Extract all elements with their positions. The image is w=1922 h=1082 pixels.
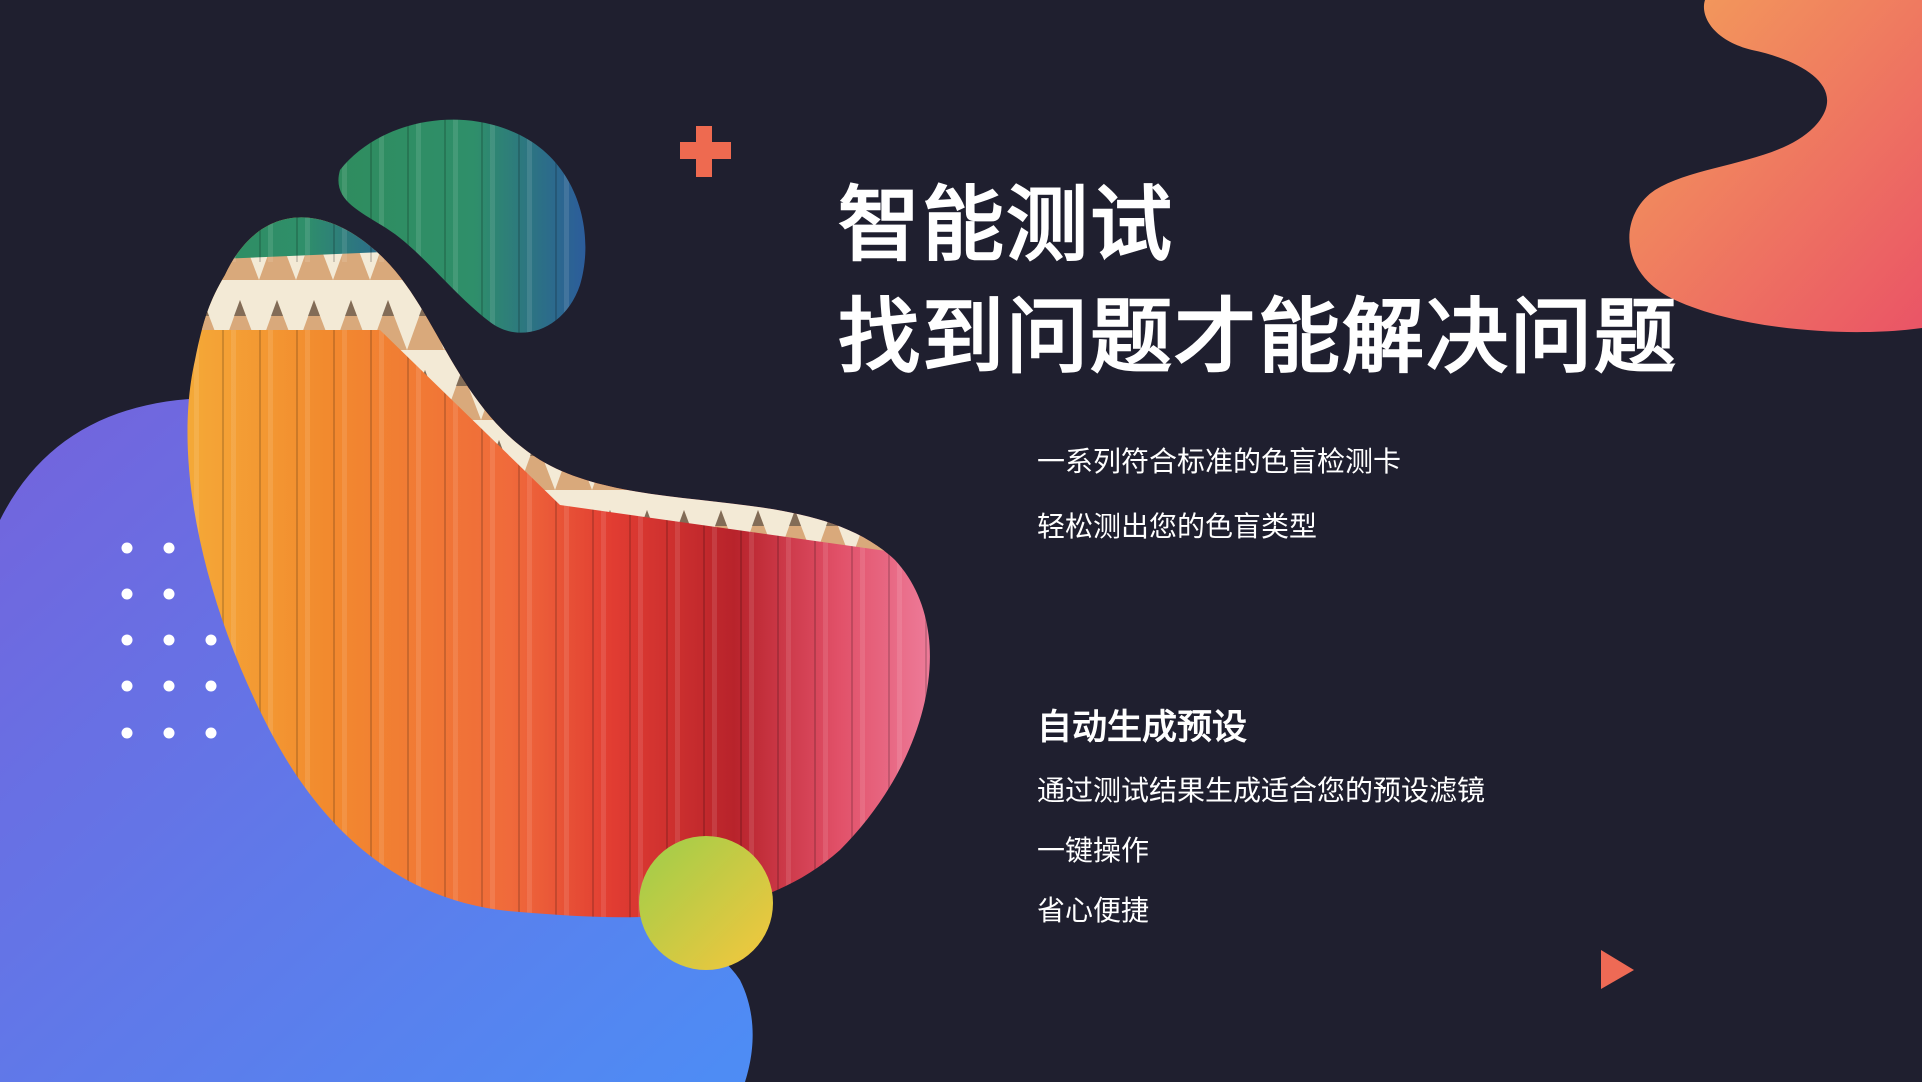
gradient-circle bbox=[639, 836, 773, 970]
feature-two-line-2: 一键操作 bbox=[1037, 834, 1150, 867]
feature-one-line-1: 一系列符合标准的色盲检测卡 bbox=[1037, 445, 1402, 478]
play-triangle-icon bbox=[1601, 950, 1634, 989]
orange-blob bbox=[1629, 0, 1922, 333]
plus-icon bbox=[680, 126, 731, 177]
feature-two-line-3: 省心便捷 bbox=[1037, 894, 1150, 927]
headline: 智能测试 找到问题才能解决问题 bbox=[838, 170, 1678, 394]
feature-two-title: 自动生成预设 bbox=[1037, 708, 1248, 748]
feature-two: 自动生成预设 通过测试结果生成适合您的预设滤镜 一键操作 省心便捷 bbox=[1037, 706, 1485, 928]
feature-two-line-1: 通过测试结果生成适合您的预设滤镜 bbox=[1037, 774, 1486, 807]
headline-line-1: 智能测试 bbox=[838, 178, 1175, 273]
feature-one: 一系列符合标准的色盲检测卡 轻松测出您的色盲类型 bbox=[1037, 445, 1401, 544]
feature-one-line-2: 轻松测出您的色盲类型 bbox=[1037, 510, 1318, 543]
dot-grid bbox=[121, 542, 217, 739]
headline-line-2: 找到问题才能解决问题 bbox=[838, 290, 1679, 385]
